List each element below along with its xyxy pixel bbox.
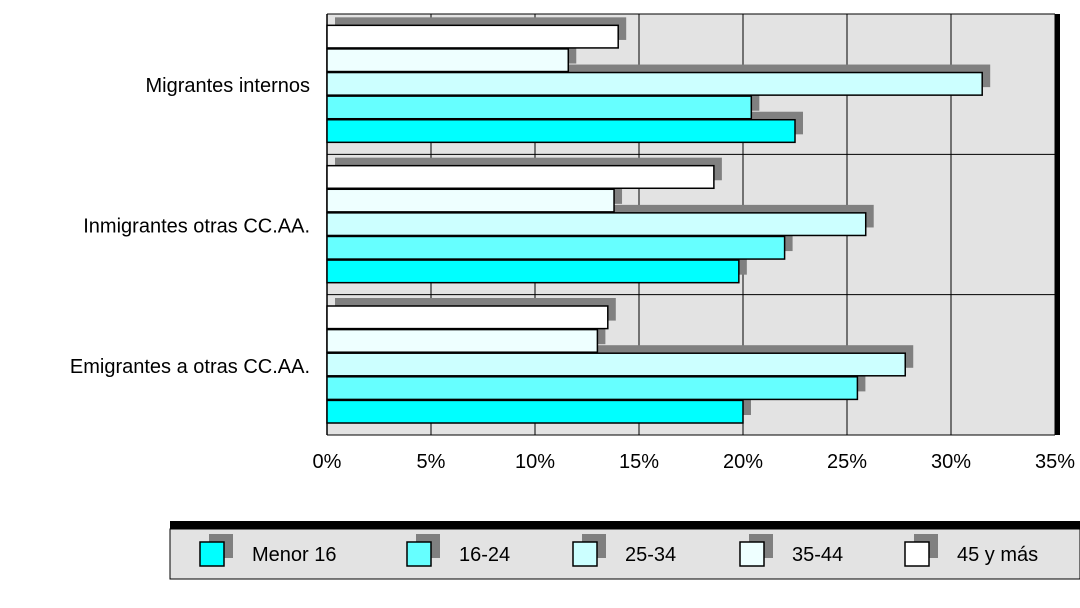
bar <box>326 212 867 237</box>
legend-label: 16-24 <box>459 544 510 566</box>
legend: Menor 16 16-24 25-34 35-44 45 y más <box>169 521 1080 580</box>
bar <box>326 48 570 73</box>
legend-swatch <box>572 541 598 567</box>
bar <box>326 164 715 190</box>
category-label: Inmigrantes otras CC.AA. <box>83 216 310 238</box>
legend-label: 35-44 <box>792 544 843 566</box>
x-tick-label: 20% <box>723 451 763 473</box>
bar <box>326 352 906 377</box>
legend-label: 45 y más <box>957 544 1038 566</box>
x-tick-label: 35% <box>1035 451 1075 473</box>
bar <box>326 235 786 260</box>
plot-right-shadow <box>1055 14 1060 435</box>
x-tick-label: 30% <box>931 451 971 473</box>
bar <box>326 259 740 284</box>
x-tick-labels: 0% 5% 10% 15% 20% 25% 30% 35% <box>313 451 1076 473</box>
category-label: Migrantes internos <box>145 75 310 97</box>
x-tick-label: 15% <box>619 451 659 473</box>
legend-swatch <box>406 541 432 567</box>
bar <box>326 305 609 330</box>
bar <box>326 376 859 401</box>
bars <box>326 17 991 424</box>
bar <box>326 188 615 213</box>
legend-swatch <box>199 541 225 567</box>
bar <box>326 71 983 96</box>
legend-label: Menor 16 <box>252 544 337 566</box>
legend-swatch <box>739 541 765 567</box>
bar <box>326 118 796 144</box>
legend-label: 25-34 <box>625 544 676 566</box>
category-label: Emigrantes a otras CC.AA. <box>70 356 310 378</box>
bar <box>326 328 599 353</box>
x-tick-label: 5% <box>417 451 446 473</box>
category-labels: Migrantes internos Inmigrantes otras CC.A… <box>70 75 310 378</box>
x-tick-label: 25% <box>827 451 867 473</box>
bar <box>326 95 753 120</box>
legend-swatch <box>904 541 930 567</box>
bar <box>326 399 744 424</box>
legend-top-shadow <box>170 521 1080 529</box>
x-tick-label: 0% <box>313 451 342 473</box>
x-tick-label: 10% <box>515 451 555 473</box>
bar <box>326 24 619 49</box>
